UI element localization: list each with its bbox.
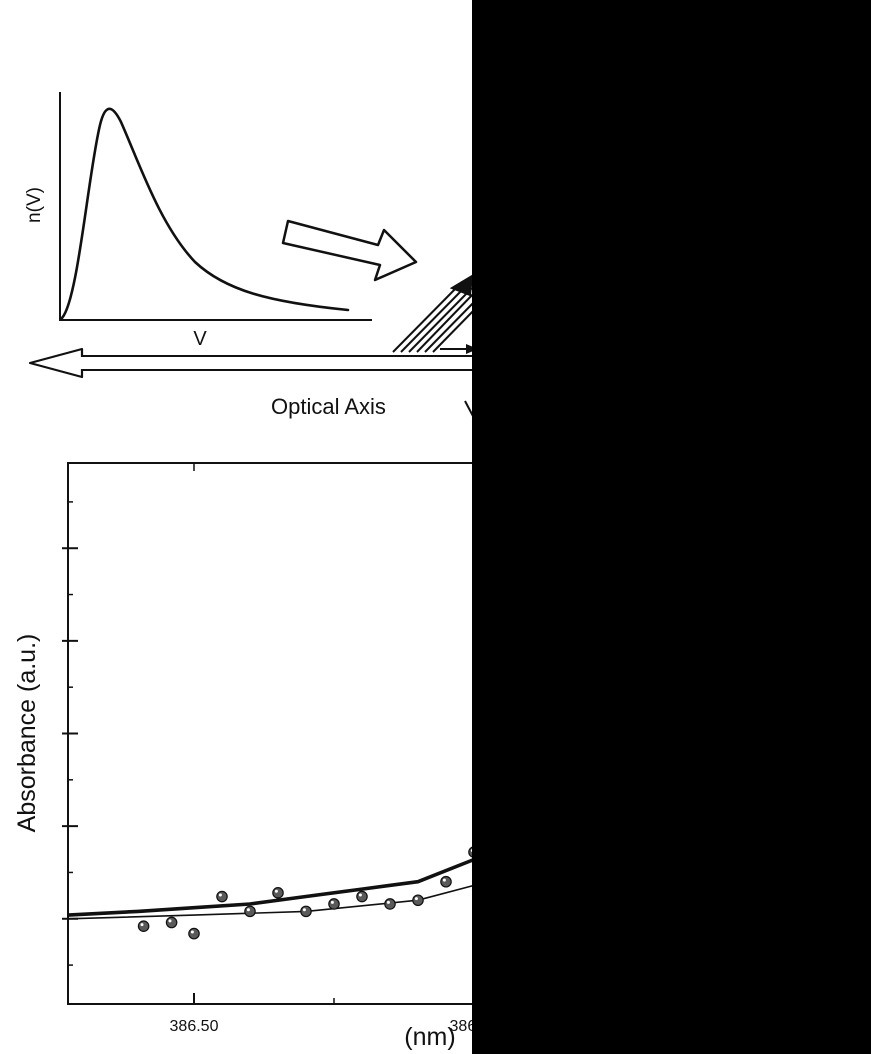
data-point xyxy=(328,898,340,910)
data-point xyxy=(188,927,200,940)
y-ticks xyxy=(62,463,475,966)
inset-axes xyxy=(59,92,372,321)
redaction-block xyxy=(472,0,871,1054)
data-point-highlight xyxy=(330,900,334,904)
inset-xlabel: V xyxy=(193,328,207,350)
data-point xyxy=(356,890,368,903)
data-point xyxy=(216,890,228,903)
hollow-block-arrow-icon xyxy=(281,219,418,282)
data-point xyxy=(137,920,150,932)
data-point xyxy=(412,894,424,907)
data-point xyxy=(244,905,256,918)
data-point xyxy=(440,875,452,888)
schematic: Optical Axis xyxy=(28,219,479,419)
data-point-highlight xyxy=(168,919,172,923)
data-point-highlight xyxy=(246,908,250,912)
y-axis-label: Absorbance (a.u.) xyxy=(13,634,41,833)
hatched-beam-icon xyxy=(392,274,479,353)
data-point-highlight xyxy=(386,900,390,904)
series-markers xyxy=(137,846,478,940)
inset-curve xyxy=(60,107,350,320)
inset-distribution-plot: n(V) V xyxy=(24,92,372,350)
data-point-highlight xyxy=(274,889,278,893)
data-point xyxy=(300,905,312,918)
data-point-highlight xyxy=(358,893,362,897)
data-point-highlight xyxy=(140,923,144,927)
plot-axes xyxy=(67,462,478,1005)
x-tick-label: 386.50 xyxy=(170,1018,219,1035)
series-thick-line xyxy=(68,854,478,917)
data-point-highlight xyxy=(414,897,418,901)
x-axis-label: (nm) xyxy=(404,1023,455,1051)
data-point xyxy=(165,916,178,929)
data-point-highlight xyxy=(302,908,306,912)
data-point-highlight xyxy=(442,878,446,882)
data-point-highlight xyxy=(218,893,222,897)
data-point xyxy=(384,898,396,910)
inset-ylabel: n(V) xyxy=(24,187,45,223)
data-point xyxy=(272,887,284,899)
optical-axis-label: Optical Axis xyxy=(271,394,386,419)
double-line-left-arrow-icon xyxy=(28,347,478,379)
data-point-highlight xyxy=(190,930,194,934)
